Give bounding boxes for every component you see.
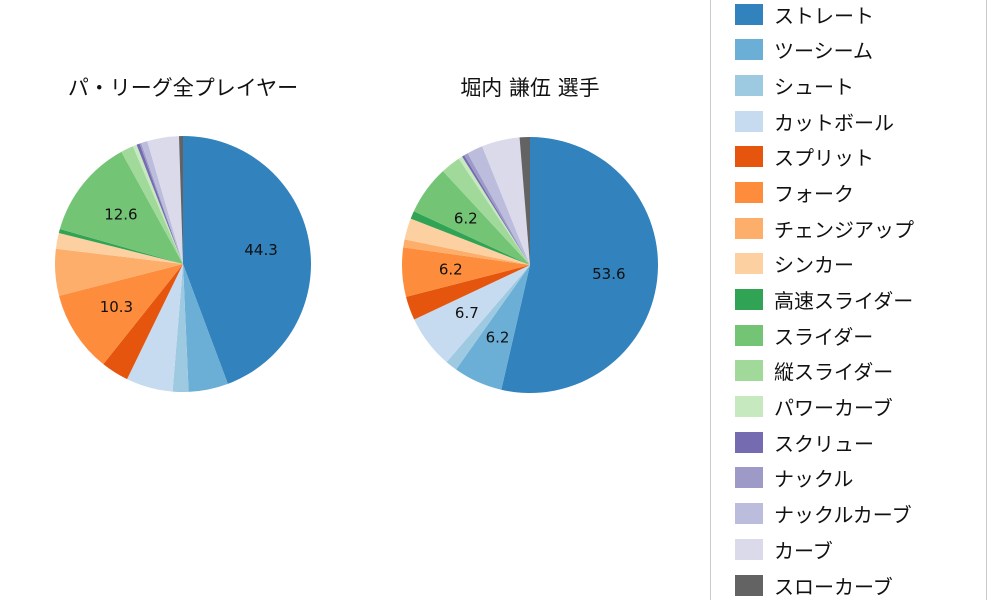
pie-slice-スクリュー (136, 143, 183, 264)
pie-value-label: 10.3 (100, 298, 133, 316)
pie-slice-パワーカーブ (458, 156, 530, 265)
pie-slice-カーブ (147, 136, 183, 264)
legend-label: スプリット (774, 146, 874, 171)
legend-item: スローカーブ (735, 574, 986, 599)
pie-slice-フォーク (402, 247, 530, 297)
legend-item: スクリュー (735, 431, 986, 456)
pie-slice-ツーシーム (456, 265, 530, 390)
left-pie-chart: 44.3 10.3 12.6 (55, 136, 311, 392)
legend-swatch (735, 39, 763, 61)
legend-item: スプリット (735, 146, 986, 170)
legend-label: カーブ (774, 538, 833, 563)
legend-label: フォーク (774, 181, 854, 206)
pie-slice-カーブ (482, 137, 530, 265)
pie-slice-スプリット (103, 264, 183, 380)
legend-label: ツーシーム (774, 39, 873, 64)
legend-item: ツーシーム (735, 39, 986, 63)
legend-swatch (735, 467, 763, 489)
left-pie-title: パ・リーグ全プレイヤー (67, 76, 299, 100)
pie-slice-スプリット (406, 265, 530, 320)
pie-slice-チェンジアップ (403, 239, 530, 265)
pie-slice-カットボール (127, 264, 183, 392)
legend-item: ナックルカーブ (735, 503, 986, 527)
right-pie-title: 堀内 謙伍 選手 (460, 76, 600, 100)
pie-slice-パワーカーブ (132, 144, 183, 264)
legend-swatch (735, 289, 763, 310)
legend-label: パワーカーブ (774, 396, 893, 421)
legend-item: スライダー (735, 324, 986, 349)
legend-label: カットボール (774, 110, 894, 135)
pie-slice-高速スライダー (58, 229, 184, 264)
legend-label: スローカーブ (774, 574, 893, 599)
legend-swatch (735, 110, 763, 132)
legend-swatch (735, 217, 763, 239)
legend-label: シンカー (774, 253, 854, 278)
legend-swatch (735, 324, 763, 346)
legend-label: ナックル (774, 467, 854, 492)
legend-label: ナックルカーブ (774, 503, 912, 528)
pie-slice-スクリュー (462, 155, 530, 265)
pie-value-label: 12.6 (104, 206, 137, 224)
pie-slice-シンカー (55, 232, 183, 264)
pie-slice-ナックル (139, 143, 183, 264)
legend-swatch (735, 503, 763, 525)
legend-item: ナックル (735, 467, 986, 491)
pie-slice-高速スライダー (410, 211, 530, 265)
legend-swatch (735, 146, 763, 168)
pie-slice-縦スライダー (442, 158, 530, 265)
pie-slice-ナックルカーブ (467, 146, 530, 265)
right-pie-chart: 53.6 6.2 6.7 6.2 6.2 (402, 137, 658, 393)
pie-slice-ナックルカーブ (141, 141, 183, 264)
legend-item: カットボール (735, 110, 986, 135)
legend-label: ストレート (774, 3, 874, 28)
legend-label: シュート (774, 74, 854, 99)
legend-item: 高速スライダー (735, 289, 986, 313)
legend-item: 縦スライダー (735, 360, 986, 384)
pie-slice-フォーク (59, 264, 183, 365)
legend-swatch (735, 396, 763, 418)
legend-swatch (735, 181, 763, 203)
legend-item: フォーク (735, 181, 986, 206)
legend-swatch (735, 3, 763, 25)
pie-slice-チェンジアップ (55, 248, 183, 296)
pie-value-label: 44.3 (244, 241, 277, 259)
pie-slice-ストレート (183, 136, 311, 384)
legend-item: チェンジアップ (735, 217, 986, 242)
pie-slice-シュート (446, 265, 530, 370)
pie-slice-シンカー (404, 218, 530, 265)
pie-slice-シュート (172, 264, 189, 392)
pie-slice-スローカーブ (519, 137, 530, 265)
legend-swatch (735, 431, 763, 453)
legend-item: シンカー (735, 253, 986, 277)
legend-swatch (735, 253, 763, 275)
legend-label: 高速スライダー (774, 289, 914, 313)
legend-label: チェンジアップ (774, 217, 914, 242)
legend-item: カーブ (735, 538, 986, 563)
pie-value-label: 6.2 (439, 260, 463, 278)
legend-swatch (735, 360, 763, 382)
pie-slice-ナックル (464, 153, 530, 265)
legend: ストレートツーシームシュートカットボール スプリットフォークチェンジアップ シンカー… (710, 0, 987, 600)
pie-slice-ストレート (501, 137, 658, 393)
pie-slice-スローカーブ (178, 136, 183, 264)
legend-item: シュート (735, 74, 986, 99)
legend-swatch (735, 74, 763, 96)
pie-value-label: 53.6 (592, 265, 625, 283)
legend-item: パワーカーブ (735, 396, 986, 420)
legend-label: スクリュー (774, 431, 874, 456)
pie-slice-縦スライダー (121, 146, 183, 264)
pie-slice-カットボール (414, 265, 530, 363)
legend-label: スライダー (774, 324, 874, 349)
pie-value-label: 6.2 (486, 328, 510, 346)
legend-item: ストレート (735, 3, 986, 28)
pie-value-label: 6.2 (454, 209, 478, 227)
legend-label: 縦スライダー (774, 360, 894, 385)
legend-swatch (735, 574, 763, 596)
legend-swatch (735, 538, 763, 560)
pie-slice-スライダー (59, 151, 183, 264)
pie-slice-スライダー (413, 171, 530, 265)
pie-slice-ツーシーム (183, 264, 228, 392)
pie-value-label: 6.7 (455, 304, 479, 322)
